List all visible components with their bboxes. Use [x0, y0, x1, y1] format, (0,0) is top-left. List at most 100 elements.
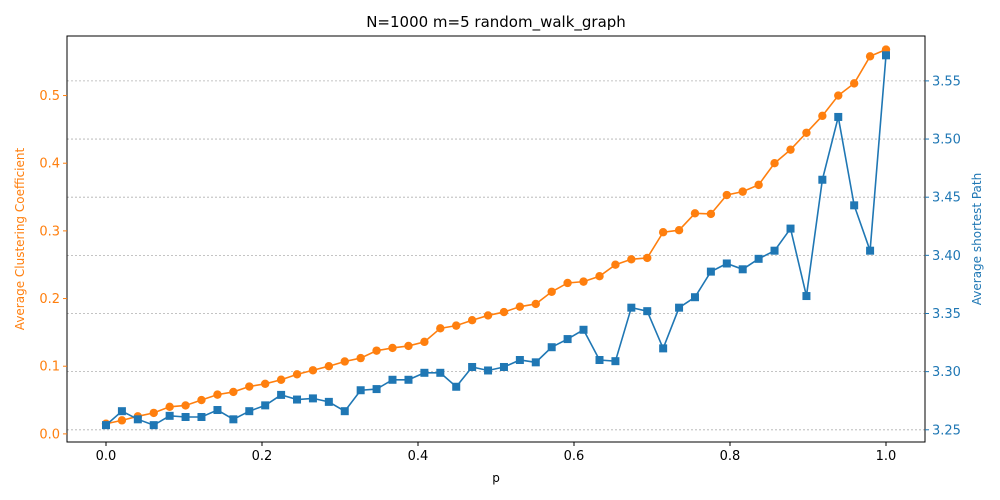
chart-title: N=1000 m=5 random_walk_graph — [366, 13, 626, 32]
data-point-marker — [420, 368, 429, 377]
x-tick-label: 0.4 — [408, 449, 429, 464]
data-point-marker — [261, 401, 270, 410]
data-point-marker — [292, 370, 302, 379]
data-point-marker — [308, 394, 317, 403]
y-right-tick-label: 3.40 — [932, 249, 961, 264]
data-point-marker — [818, 175, 827, 184]
data-point-marker — [882, 51, 890, 60]
data-point-marker — [372, 385, 381, 394]
data-point-marker — [483, 311, 493, 320]
data-point-marker — [117, 416, 127, 425]
data-point-marker — [770, 159, 779, 168]
data-point-marker — [818, 111, 827, 121]
data-point-marker — [547, 343, 556, 352]
data-point-marker — [579, 325, 588, 334]
data-point-marker — [165, 402, 174, 412]
data-point-marker — [547, 287, 556, 296]
data-point-marker — [388, 343, 397, 353]
data-point-marker — [850, 201, 859, 210]
data-point-marker — [181, 401, 190, 410]
data-point-marker — [674, 226, 684, 235]
y-right-tick-label: 3.50 — [932, 133, 961, 148]
data-point-marker — [260, 379, 270, 389]
data-point-marker — [643, 307, 652, 316]
data-point-marker — [340, 407, 349, 416]
data-point-marker — [834, 91, 843, 100]
data-point-marker — [802, 292, 811, 301]
data-point-marker — [420, 337, 429, 347]
data-point-marker — [579, 277, 588, 286]
data-point-marker — [802, 128, 811, 137]
data-point-marker — [356, 353, 365, 363]
data-point-marker — [245, 382, 254, 391]
data-point-marker — [117, 407, 126, 416]
x-tick-label: 0.2 — [252, 449, 273, 464]
data-point-marker — [849, 79, 859, 88]
y-left-tick-label: 0.0 — [39, 427, 60, 442]
data-point-marker — [754, 180, 763, 190]
data-point-marker — [595, 272, 604, 281]
data-point-marker — [213, 406, 222, 415]
data-point-marker — [706, 267, 715, 276]
data-point-marker — [213, 390, 222, 399]
data-point-marker — [181, 412, 190, 421]
data-point-marker — [659, 344, 668, 353]
y-axis-right-label: Average shortest Path — [970, 173, 984, 305]
data-point-marker — [675, 303, 684, 312]
data-point-marker — [388, 375, 397, 384]
data-point-marker — [563, 335, 572, 344]
y-right-tick-label: 3.25 — [932, 423, 961, 438]
data-point-marker — [276, 375, 286, 384]
data-point-marker — [722, 190, 732, 200]
data-point-marker — [484, 366, 493, 375]
series-layer — [101, 45, 891, 430]
data-point-marker — [149, 408, 158, 418]
data-point-marker — [197, 412, 206, 421]
data-point-marker — [404, 375, 413, 384]
data-point-marker — [786, 145, 795, 154]
data-point-marker — [531, 299, 540, 309]
x-axis-label: p — [492, 471, 500, 485]
data-point-marker — [356, 386, 365, 395]
y-right-tick-label: 3.35 — [932, 307, 961, 322]
data-point-marker — [404, 341, 413, 351]
data-point-marker — [706, 209, 716, 219]
data-point-marker — [611, 260, 620, 269]
data-point-marker — [690, 293, 699, 302]
y-axis-left-label: Average Clustering Coefficient — [13, 148, 27, 331]
data-point-marker — [738, 265, 747, 274]
x-tick-label: 0.6 — [564, 449, 585, 464]
data-point-marker — [149, 421, 158, 430]
data-point-marker — [372, 346, 381, 355]
data-point-marker — [690, 209, 700, 218]
data-point-marker — [770, 246, 779, 255]
data-point-marker — [563, 278, 572, 288]
y-left-tick-label: 0.5 — [39, 89, 60, 104]
data-point-marker — [627, 255, 636, 264]
data-point-marker — [452, 321, 461, 330]
data-point-marker — [531, 358, 540, 367]
x-tick-label: 0.0 — [96, 449, 117, 464]
data-point-marker — [229, 387, 238, 397]
data-point-marker — [452, 382, 461, 391]
x-tick-label: 1.0 — [876, 449, 897, 464]
axis-layer: 0.0 0.2 0.4 0.6 0.8 1.0 0.0 0.1 0.2 0.3 0.4 0.5 3.25… — [39, 74, 961, 464]
data-point-marker — [722, 259, 731, 268]
y-left-tick-label: 0.1 — [39, 360, 60, 375]
data-point-marker — [515, 356, 524, 365]
data-point-marker — [324, 397, 333, 406]
plot-area-frame — [66, 35, 926, 443]
data-point-marker — [467, 316, 477, 325]
data-point-marker — [102, 421, 110, 430]
x-tick-label: 0.8 — [720, 449, 741, 464]
data-point-marker — [436, 324, 445, 333]
data-point-marker — [165, 411, 174, 420]
data-point-marker — [865, 52, 875, 61]
data-point-marker — [133, 415, 142, 424]
data-point-marker — [499, 362, 508, 371]
data-point-marker — [499, 307, 509, 317]
data-point-marker — [293, 395, 302, 404]
data-point-marker — [308, 366, 318, 375]
data-point-marker — [866, 246, 875, 255]
